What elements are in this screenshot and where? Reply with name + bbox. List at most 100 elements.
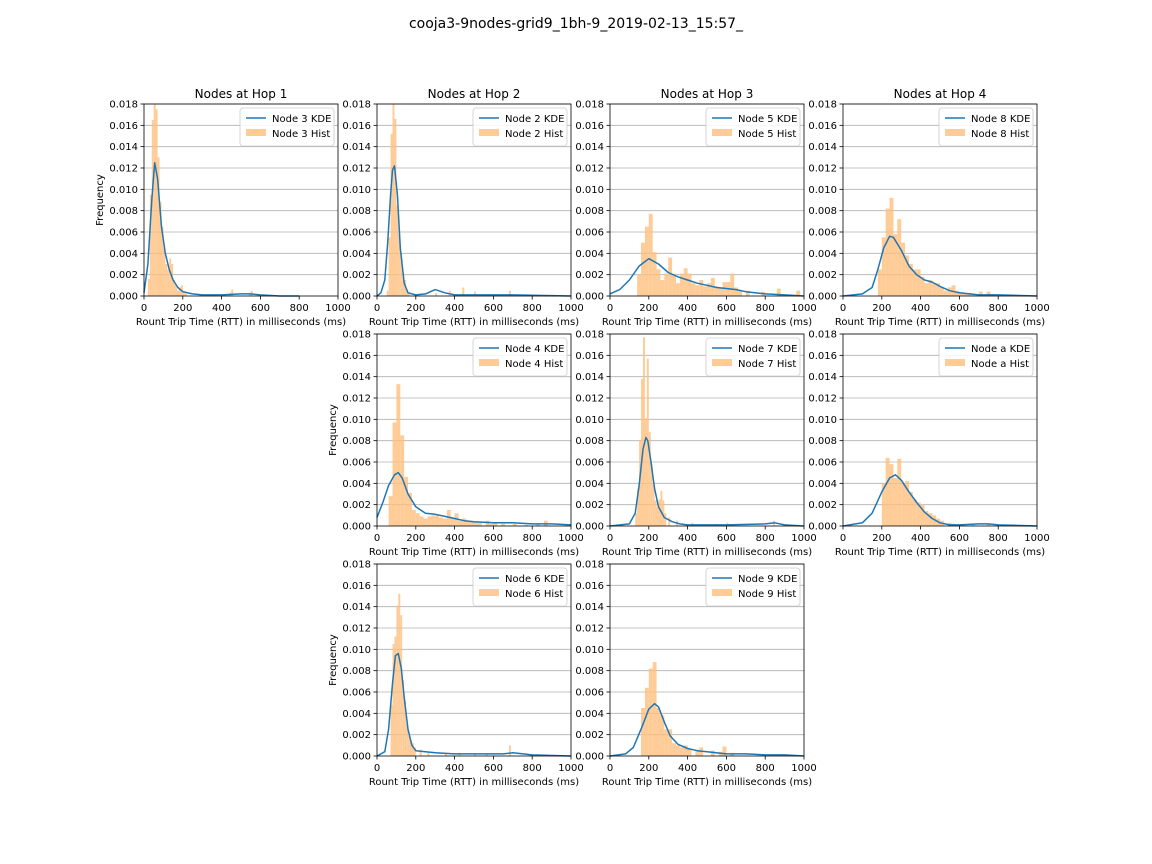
hist-bar [656, 708, 661, 756]
legend-hist-label: Node 4 Hist [505, 359, 563, 370]
y-tick-label: 0.000 [575, 522, 604, 533]
x-tick-label: 0 [607, 763, 613, 774]
hist-bar [905, 255, 909, 296]
hist-bar [637, 488, 640, 526]
hist-bar [474, 291, 476, 296]
legend-hist-label: Node 7 Hist [738, 359, 796, 370]
y-tick-label: 0.006 [342, 688, 371, 699]
hist-bar [406, 724, 409, 756]
x-axis-label: Rount Trip Time (RTT) in milliseconds (m… [602, 547, 812, 558]
y-tick-label: 0.010 [808, 185, 837, 196]
hist-bar [642, 337, 645, 526]
y-tick-label: 0.002 [575, 730, 604, 741]
hist-bar [889, 464, 894, 526]
hist-bar [151, 120, 154, 296]
legend-kde-label: Node 6 KDE [505, 574, 564, 585]
hist-bar [394, 118, 397, 296]
y-tick-label: 0.000 [109, 292, 138, 303]
hist-bar [660, 490, 663, 526]
y-tick-label: 0.000 [342, 292, 371, 303]
hist-bar [664, 273, 669, 296]
hist-bar [400, 253, 403, 296]
y-tick-label: 0.004 [342, 709, 371, 720]
x-tick-label: 0 [141, 303, 147, 314]
x-tick-label: 800 [523, 533, 542, 544]
x-tick-label: 200 [872, 303, 891, 314]
hist-bar [489, 523, 494, 526]
hist-bar [881, 483, 886, 526]
hist-bar [477, 522, 482, 526]
legend-hist-swatch [712, 359, 732, 366]
hist-bar [687, 273, 692, 296]
hist-bar [404, 280, 407, 296]
axes-frame [376, 563, 572, 757]
x-tick-label: 400 [911, 303, 930, 314]
hist-bar [386, 290, 389, 296]
hist-bar [897, 219, 902, 296]
hist-bar [231, 289, 234, 296]
hist-bar [943, 290, 948, 296]
x-tick-label: 1000 [791, 303, 816, 314]
y-tick-label: 0.016 [808, 121, 837, 132]
hist-bar [153, 104, 156, 296]
kde-line [609, 436, 805, 527]
hist-bar [687, 748, 692, 756]
x-tick-label: 800 [756, 763, 775, 774]
y-tick-label: 0.016 [342, 351, 371, 362]
hist-bar [427, 751, 430, 756]
y-tick-label: 0.014 [808, 372, 837, 383]
y-tick-label: 0.004 [109, 249, 138, 260]
hist-bar [400, 435, 405, 526]
kde-line [376, 165, 572, 297]
chart-panel-9: 0.000 0.002 0.004 0.006 0.008 0.010 0.012 0.014… [575, 560, 816, 789]
hist-bar [402, 680, 405, 756]
hist-bar [644, 418, 647, 526]
x-tick-label: 400 [911, 533, 930, 544]
y-tick-label: 0.002 [575, 500, 604, 511]
y-tick-label: 0.004 [342, 249, 371, 260]
hist-bar [462, 287, 465, 296]
y-tick-label: 0.008 [575, 436, 604, 447]
y-tick-label: 0.018 [342, 560, 371, 571]
y-tick-label: 0.018 [808, 330, 837, 341]
hist-bar [474, 521, 478, 526]
x-tick-label: 0 [607, 533, 613, 544]
hist-bar [955, 290, 960, 296]
hist-bar [644, 687, 649, 756]
y-tick-label: 0.000 [808, 292, 837, 303]
hist-bar [908, 264, 913, 296]
hist-bar [404, 476, 409, 526]
hist-bar [951, 285, 956, 296]
hist-bar [920, 504, 925, 526]
y-tick-label: 0.004 [342, 479, 371, 490]
hist-bar [167, 269, 170, 296]
hist-bar [444, 752, 447, 756]
kde-line [842, 474, 1038, 527]
y-tick-label: 0.002 [342, 730, 371, 741]
hist-bar [435, 292, 438, 296]
hist-bar [978, 291, 983, 296]
y-tick-label: 0.012 [808, 164, 837, 175]
x-tick-label: 800 [989, 303, 1008, 314]
chart-panel-2: 0.000 0.002 0.004 0.006 0.008 0.010 0.012 0.014… [342, 87, 583, 328]
hist-bar [703, 286, 707, 296]
hist-bar [707, 283, 711, 296]
hist-bar [648, 213, 653, 296]
hist-bar [662, 500, 665, 526]
hist-bar [660, 280, 665, 296]
y-tick-label: 0.008 [342, 666, 371, 677]
hist-bar [986, 291, 991, 296]
y-tick-label: 0.006 [342, 458, 371, 469]
hist-bar [641, 708, 645, 756]
hist-bar [524, 524, 529, 526]
legend-hist-label: Node 3 Hist [272, 129, 330, 140]
chart-panel-6: 0.000 0.002 0.004 0.006 0.008 0.010 0.012 0.014… [575, 330, 816, 559]
x-axis-label: Rount Trip Time (RTT) in milliseconds (m… [369, 777, 579, 788]
x-tick-label: 800 [756, 533, 775, 544]
y-tick-label: 0.006 [575, 688, 604, 699]
hist-bar [710, 750, 715, 756]
hist-bar [644, 226, 649, 296]
hist-bar [971, 524, 975, 526]
y-tick-label: 0.014 [575, 372, 604, 383]
hist-bar [427, 516, 432, 526]
